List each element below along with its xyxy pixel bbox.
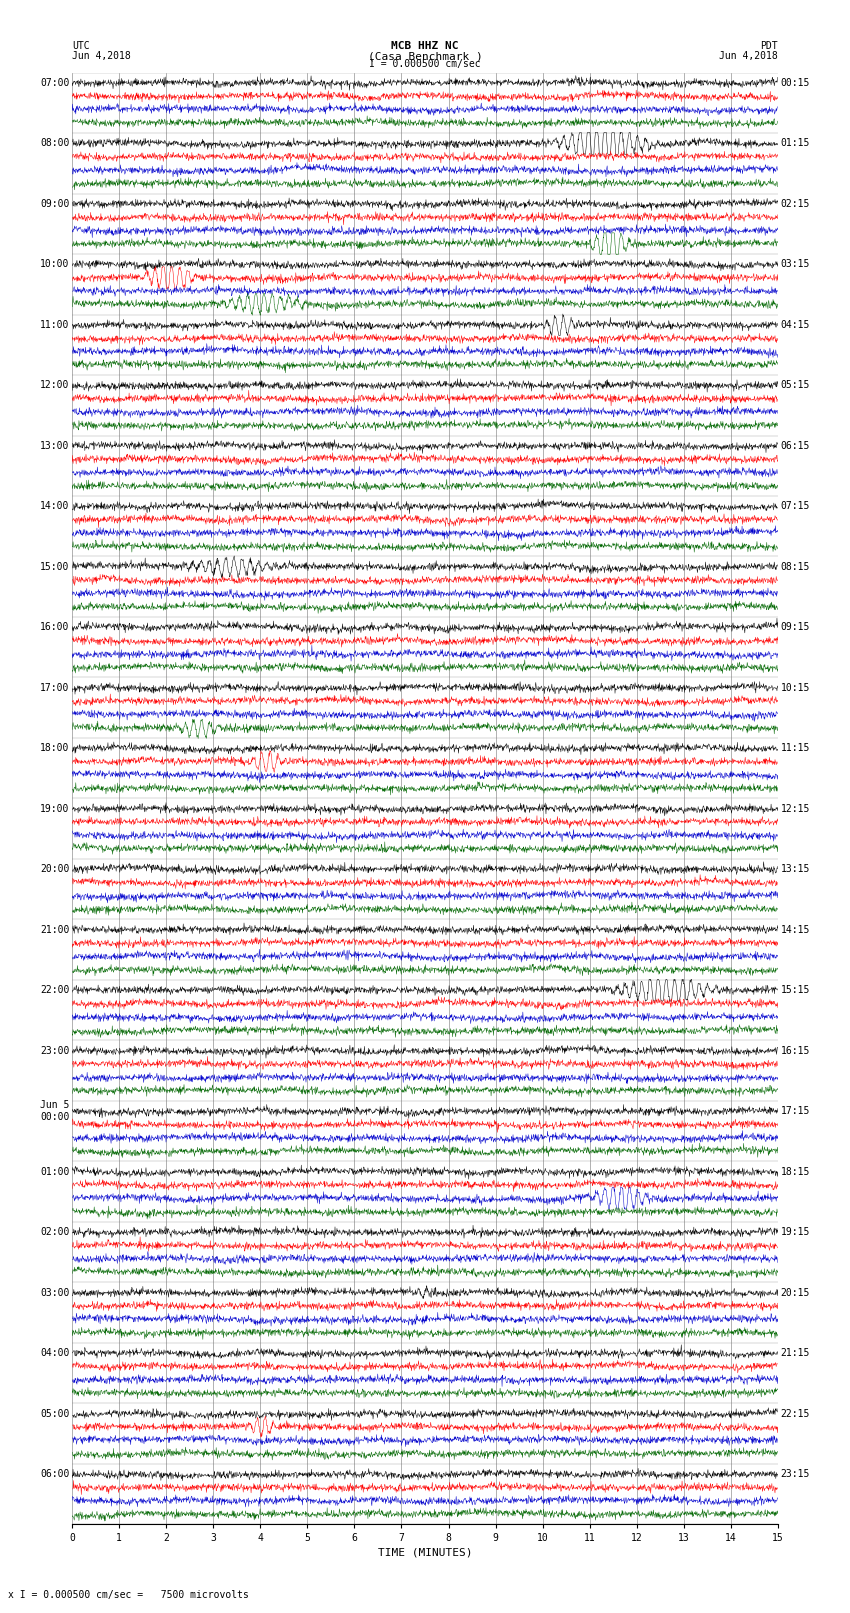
Text: PDT: PDT [760, 40, 778, 50]
Text: UTC: UTC [72, 40, 90, 50]
Text: Jun 4,2018: Jun 4,2018 [719, 52, 778, 61]
Text: Jun 4,2018: Jun 4,2018 [72, 52, 131, 61]
Text: I = 0.000500 cm/sec: I = 0.000500 cm/sec [369, 60, 481, 69]
Text: MCB HHZ NC: MCB HHZ NC [391, 40, 459, 50]
X-axis label: TIME (MINUTES): TIME (MINUTES) [377, 1547, 473, 1558]
Text: x I = 0.000500 cm/sec =   7500 microvolts: x I = 0.000500 cm/sec = 7500 microvolts [8, 1590, 249, 1600]
Text: (Casa Benchmark ): (Casa Benchmark ) [367, 52, 483, 61]
